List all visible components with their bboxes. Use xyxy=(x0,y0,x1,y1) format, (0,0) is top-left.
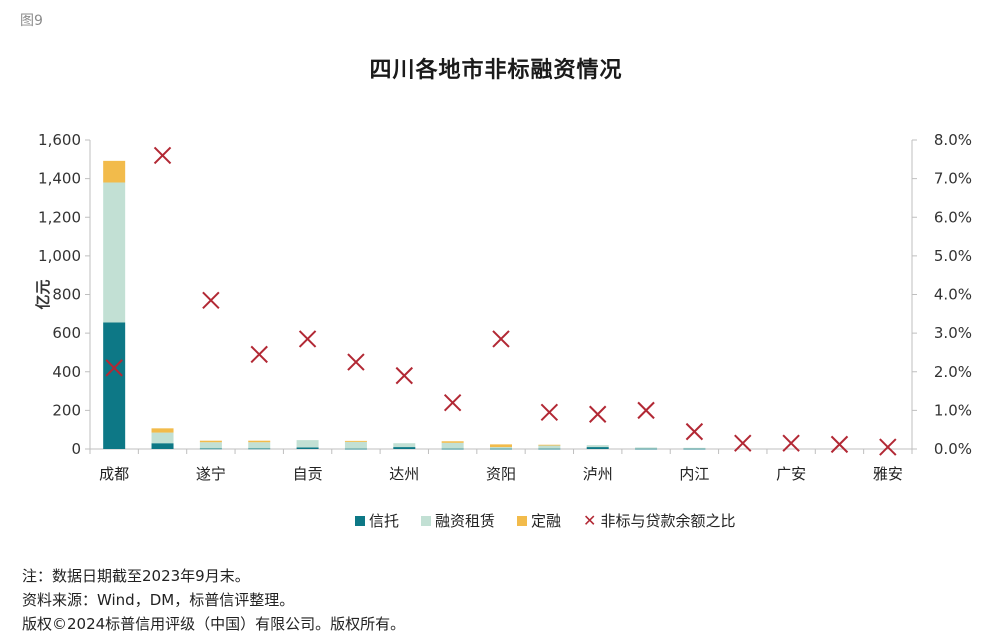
x-marker-icon: ✕ xyxy=(583,510,597,530)
ratio-marker xyxy=(202,291,220,310)
bar-directional xyxy=(538,444,561,446)
x-tick-label: 资阳 xyxy=(486,465,516,483)
ratio-marker xyxy=(347,353,365,371)
bar-leasing xyxy=(586,445,609,448)
ratio-marker xyxy=(879,438,897,456)
bar-directional xyxy=(490,444,512,448)
bar-trust xyxy=(151,443,174,449)
legend-item-leasing: 融资租赁 xyxy=(421,510,495,531)
x-tick-label: 内江 xyxy=(679,465,709,483)
ratio-marker xyxy=(734,434,752,452)
ratio-marker xyxy=(830,435,849,454)
bar-trust xyxy=(635,448,658,450)
legend-item-directional: 定融 xyxy=(517,510,561,531)
ratio-marker xyxy=(782,434,800,452)
x-tick-label: 雅安 xyxy=(873,465,903,483)
y2-tick-label: 1.0% xyxy=(934,401,972,419)
x-tick-label: 成都 xyxy=(99,465,129,483)
y2-tick-label: 2.0% xyxy=(934,363,972,381)
bar-trust xyxy=(683,448,706,450)
note-copyright: 版权©2024标普信用评级（中国）有限公司。版权所有。 xyxy=(22,615,406,633)
x-tick-label: 广安 xyxy=(776,465,806,483)
ratio-marker xyxy=(685,422,704,441)
bar-leasing xyxy=(151,432,174,444)
y-tick-label: 1,000 xyxy=(38,247,81,265)
y-tick-label: 1,600 xyxy=(38,131,81,149)
figure-label: 图9 xyxy=(20,13,43,29)
x-tick-label: 遂宁 xyxy=(196,465,226,483)
y2-tick-label: 8.0% xyxy=(934,131,972,149)
bar-leasing xyxy=(441,442,464,449)
ratio-marker xyxy=(588,405,607,423)
y-axis-label: 亿元 xyxy=(34,279,52,309)
note-source: 资料来源：Wind，DM，标普信评整理。 xyxy=(22,591,295,609)
bar-trust xyxy=(441,448,464,450)
y-tick-label: 200 xyxy=(52,401,81,419)
y-tick-label: 400 xyxy=(52,363,81,381)
chart-title: 四川各地市非标融资情况 xyxy=(369,58,623,83)
bar-leasing xyxy=(344,441,367,449)
ratio-marker xyxy=(637,401,655,420)
bar-leasing xyxy=(296,440,319,448)
x-tick-label: 泸州 xyxy=(583,465,613,483)
y-tick-label: 1,400 xyxy=(38,170,81,188)
y2-tick-label: 3.0% xyxy=(934,324,972,342)
bar-leasing xyxy=(248,442,271,449)
bar-trust xyxy=(393,447,416,449)
legend-label-ratio: 非标与贷款余额之比 xyxy=(600,512,736,530)
y-tick-label: 800 xyxy=(52,286,81,304)
bar-leasing xyxy=(538,445,561,449)
x-tick-label: 达州 xyxy=(389,465,419,483)
y2-tick-label: 0.0% xyxy=(934,440,972,458)
ratio-marker xyxy=(298,330,317,348)
bar-leasing xyxy=(635,447,658,449)
bar-directional xyxy=(103,160,126,183)
legend-label-leasing: 融资租赁 xyxy=(435,512,496,530)
bar-leasing xyxy=(103,182,126,323)
legend-swatch-leasing xyxy=(421,515,432,526)
bar-trust xyxy=(103,322,126,449)
ratio-marker xyxy=(153,146,172,165)
ratio-marker xyxy=(540,403,559,422)
bar-directional xyxy=(199,440,222,443)
bar-trust xyxy=(296,447,319,449)
y-tick-label: 0 xyxy=(71,440,81,458)
legend-swatch-trust xyxy=(355,515,365,526)
ratio-marker xyxy=(443,393,462,412)
bar-trust xyxy=(586,447,609,449)
legend-swatch-directional xyxy=(517,515,528,526)
x-tick-label: 自贡 xyxy=(293,465,323,483)
legend: 信托 融资租赁 定融 ✕ 非标与贷款余额之比 xyxy=(355,510,757,531)
y-tick-label: 600 xyxy=(52,324,81,342)
legend-item-ratio: ✕ 非标与贷款余额之比 xyxy=(583,510,735,531)
ratio-marker xyxy=(492,330,510,348)
bar-leasing xyxy=(490,447,512,449)
notes: 注：数据日期截至2023年9月末。 资料来源：Wind，DM，标普信评整理。 版… xyxy=(22,564,405,636)
y2-tick-label: 4.0% xyxy=(934,286,972,304)
ratio-marker xyxy=(250,345,268,364)
bar-trust xyxy=(344,448,367,450)
y2-tick-label: 7.0% xyxy=(934,170,972,188)
chart-area: 0 200 400 600 800 1,000 1,200 1,400 1,600 0.0% 1.0… xyxy=(34,131,972,483)
bar-trust xyxy=(490,448,512,450)
legend-label-trust: 信托 xyxy=(369,512,400,530)
bar-trust xyxy=(199,448,222,450)
legend-item-trust: 信托 xyxy=(355,510,399,531)
legend-label-directional: 定融 xyxy=(531,512,562,530)
bar-leasing xyxy=(683,447,706,449)
ratio-marker xyxy=(395,366,414,385)
ratio-marker xyxy=(105,359,123,377)
bar-leasing xyxy=(393,443,416,448)
bar-trust xyxy=(248,448,271,450)
y2-tick-label: 6.0% xyxy=(934,208,972,226)
note-date: 注：数据日期截至2023年9月末。 xyxy=(22,567,250,585)
bar-directional xyxy=(441,441,464,443)
bar-directional xyxy=(151,428,174,433)
bar-directional xyxy=(248,440,271,443)
bar-directional xyxy=(344,440,367,442)
y-tick-label: 1,200 xyxy=(38,208,81,226)
bar-leasing xyxy=(199,442,222,449)
y2-tick-label: 5.0% xyxy=(934,247,972,265)
bar-trust xyxy=(538,448,561,450)
